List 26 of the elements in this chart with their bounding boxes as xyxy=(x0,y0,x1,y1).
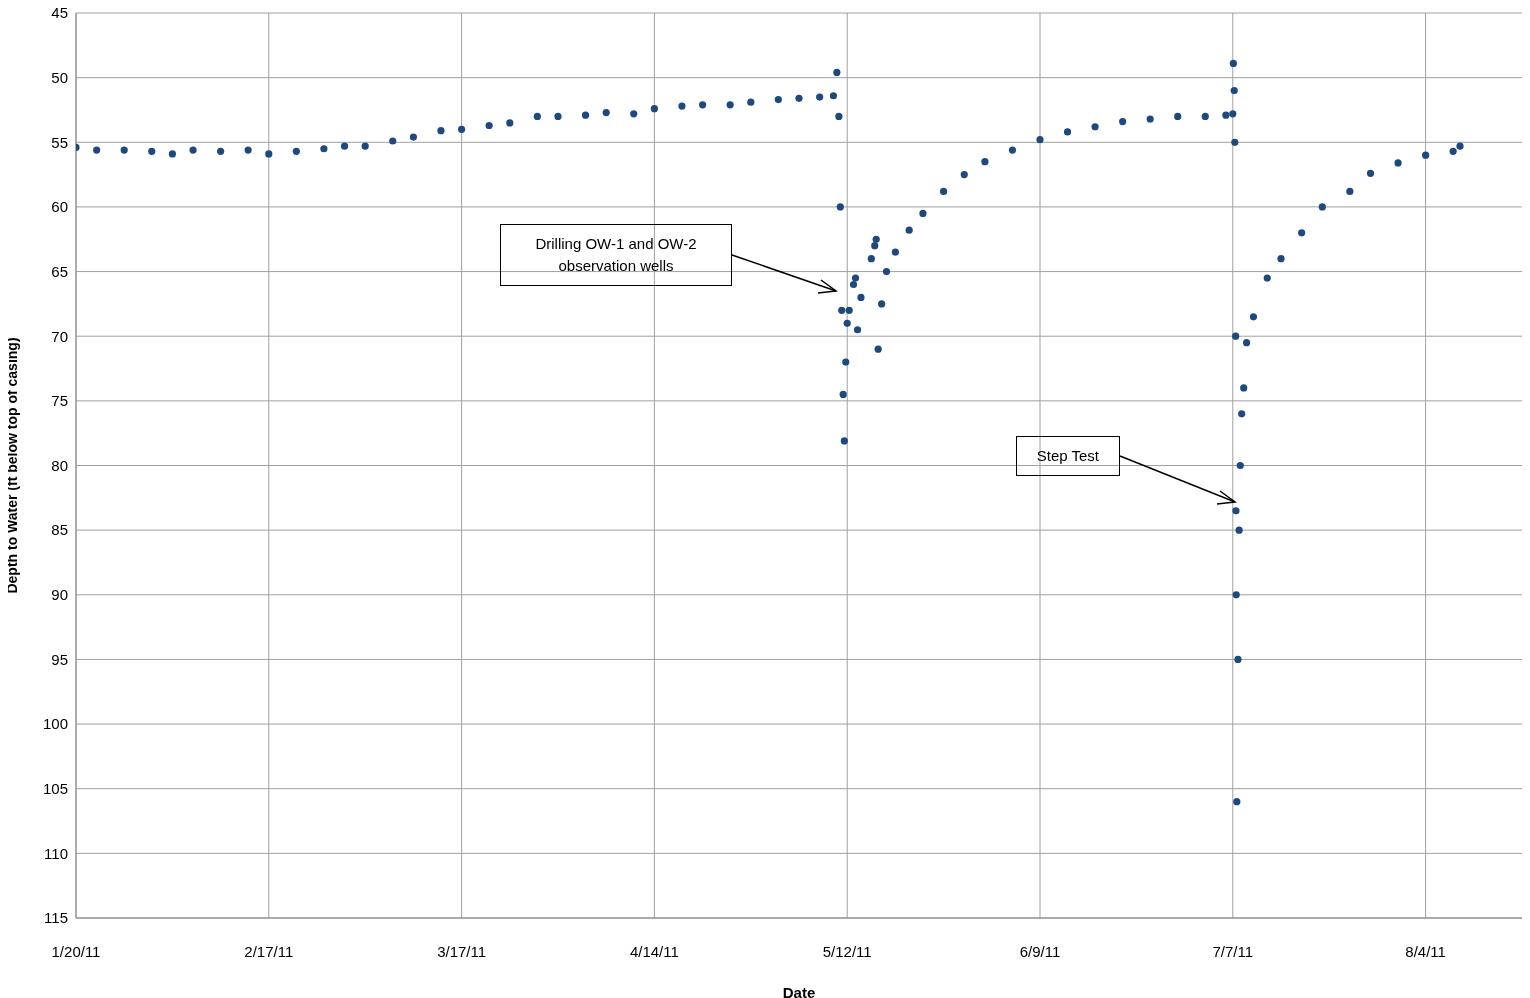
y-tick-label: 50 xyxy=(51,68,68,86)
x-tick-label: 4/14/11 xyxy=(629,942,679,960)
y-tick-label: 90 xyxy=(51,586,68,604)
x-tick-label: 7/7/11 xyxy=(1212,942,1254,960)
x-tick-label: 3/17/11 xyxy=(437,942,487,960)
y-tick-label: 60 xyxy=(51,198,68,216)
y-tick-label: 105 xyxy=(42,780,68,798)
y-tick-label: 55 xyxy=(51,133,68,151)
y-tick-label: 100 xyxy=(42,715,68,733)
y-tick-label: 80 xyxy=(51,456,68,474)
y-tick-label: 85 xyxy=(51,521,68,539)
x-tick-label: 5/12/11 xyxy=(822,942,872,960)
annotation: Drilling OW-1 and OW-2 observation wells xyxy=(500,224,732,286)
annotation: Step Test xyxy=(1015,436,1120,476)
x-axis-title: Date xyxy=(782,984,816,998)
y-tick-label: 115 xyxy=(44,909,68,927)
x-tick-label: 1/20/11 xyxy=(51,942,101,960)
x-tick-label: 8/4/11 xyxy=(1405,942,1446,960)
x-tick-label: 2/17/11 xyxy=(244,942,294,960)
y-tick-label: 45 xyxy=(51,4,68,22)
y-tick-label: 95 xyxy=(51,650,68,668)
x-tick-label: 6/9/11 xyxy=(1019,942,1061,960)
y-tick-label: 75 xyxy=(51,392,68,410)
y-tick-label: 65 xyxy=(51,262,68,280)
y-tick-label: 110 xyxy=(44,844,68,862)
y-tick-label: 70 xyxy=(51,327,68,345)
